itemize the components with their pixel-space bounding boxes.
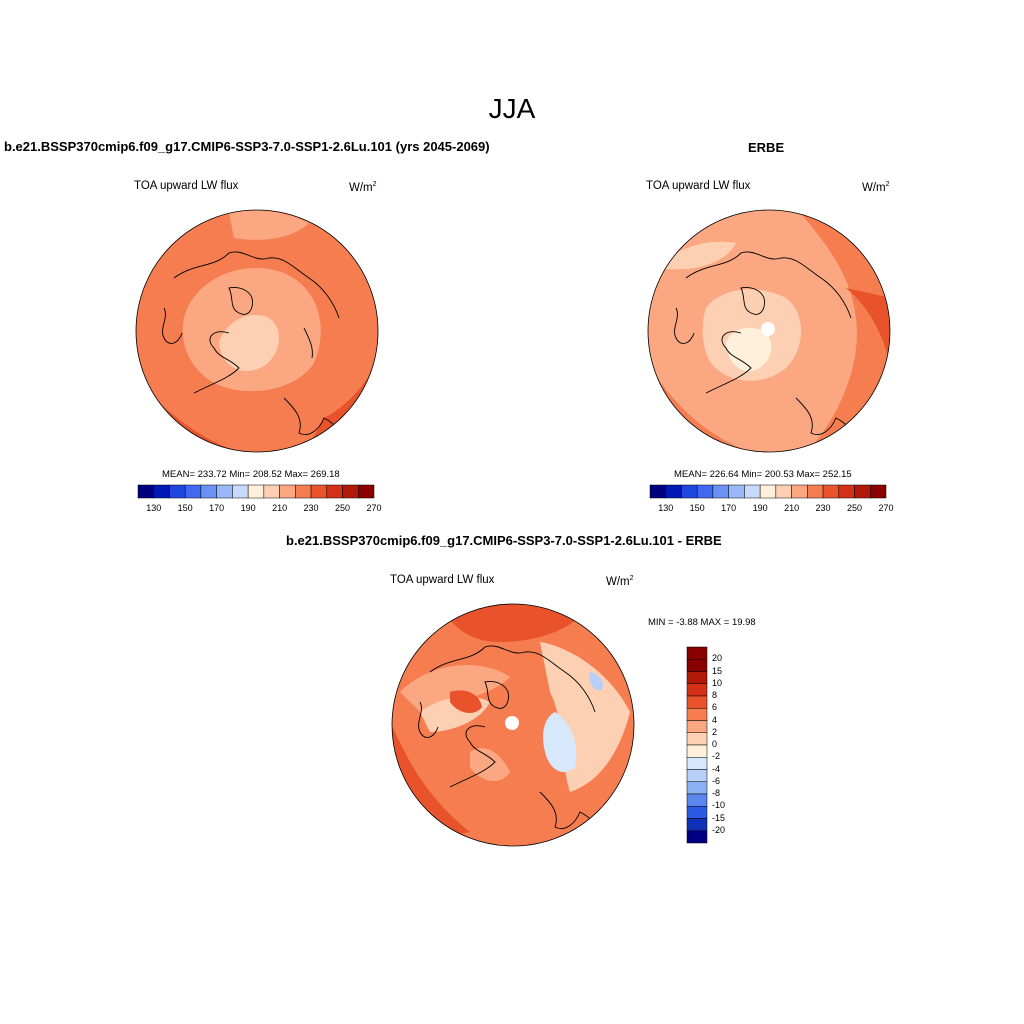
colorbar-level-label: 6 [712, 702, 718, 713]
colorbar-level-label: 4 [712, 714, 718, 725]
colorbar-swatch [686, 646, 708, 660]
panel1-polar-map [135, 209, 379, 453]
colorbar-tick-label: 150 [689, 503, 705, 513]
panel2-title: ERBE [748, 140, 785, 155]
panel2-polar-map [647, 209, 891, 453]
colorbar-level-label: -10 [712, 800, 726, 811]
colorbar-swatch [686, 732, 708, 746]
colorbar-swatch [342, 484, 359, 499]
panel1-title: b.e21.BSSP370cmip6.f09_g17.CMIP6-SSP3-7.… [4, 139, 490, 154]
colorbar-swatch [686, 769, 708, 782]
colorbar-swatch [232, 484, 249, 499]
colorbar-tick-label: 230 [815, 503, 831, 513]
colorbar-swatch [137, 484, 154, 499]
colorbar-swatch [686, 683, 708, 697]
colorbar-level-label: -15 [712, 812, 726, 823]
colorbar-swatch [686, 781, 708, 795]
colorbar-swatch [744, 484, 761, 499]
colorbar-swatch [686, 744, 708, 758]
colorbar-swatch [686, 671, 708, 684]
colorbar-swatch [295, 484, 312, 499]
colorbar-level-label: -20 [712, 824, 726, 835]
colorbar-swatch [263, 484, 280, 499]
panel2-variable-label: TOA upward LW flux [646, 180, 751, 192]
colorbar-tick-label: 130 [658, 503, 674, 513]
colorbar-swatch [807, 484, 824, 499]
panel3-colorbar [686, 646, 708, 844]
panel3-minmax: MIN = -3.88 MAX = 19.98 [648, 617, 756, 628]
panel3-polar-map [391, 603, 635, 847]
colorbar-swatch [686, 757, 708, 770]
colorbar-swatch [665, 484, 682, 499]
colorbar-swatch [686, 695, 708, 709]
colorbar-swatch [310, 484, 328, 499]
panel2-units: W/m2 [862, 181, 890, 194]
colorbar-swatch [838, 484, 855, 499]
colorbar-swatch [681, 484, 698, 499]
colorbar-level-label: -4 [712, 763, 721, 774]
colorbar-swatch [184, 484, 202, 499]
colorbar-swatch [728, 484, 745, 499]
colorbar-tick-label: 130 [146, 503, 162, 513]
colorbar-tick-label: 210 [272, 503, 288, 513]
colorbar-tick-label: 190 [752, 503, 768, 513]
colorbar-swatch [686, 708, 708, 721]
colorbar-level-label: -2 [712, 751, 721, 762]
colorbar-tick-label: 270 [366, 503, 382, 513]
panel1-variable-label: TOA upward LW flux [134, 180, 239, 192]
panel1-stats: MEAN= 233.72 Min= 208.52 Max= 269.18 [162, 469, 340, 480]
colorbar-swatch [358, 484, 375, 499]
colorbar-swatch [791, 484, 808, 499]
panel3-title: b.e21.BSSP370cmip6.f09_g17.CMIP6-SSP3-7.… [286, 533, 722, 548]
colorbar-level-label: 15 [712, 665, 723, 676]
colorbar-swatch [169, 484, 186, 499]
colorbar-level-label: 8 [712, 690, 718, 700]
colorbar-swatch [822, 484, 840, 499]
panel1-units: W/m2 [349, 181, 377, 194]
colorbar-swatch [153, 484, 170, 499]
colorbar-swatch [216, 484, 233, 499]
colorbar-swatch [759, 484, 777, 499]
colorbar-swatch [200, 484, 217, 499]
colorbar-swatch [686, 830, 708, 844]
colorbar-swatch [686, 720, 708, 733]
colorbar-swatch [686, 793, 708, 807]
colorbar-swatch [247, 484, 265, 499]
colorbar-tick-label: 150 [177, 503, 193, 513]
colorbar-swatch [686, 806, 708, 819]
panel1-colorbar [137, 484, 375, 499]
panel2-colorbar [649, 484, 887, 499]
panel3-variable-label: TOA upward LW flux [390, 574, 495, 586]
colorbar-swatch [712, 484, 729, 499]
colorbar-tick-label: 250 [335, 503, 351, 513]
colorbar-swatch [775, 484, 792, 499]
colorbar-tick-label: 250 [847, 503, 863, 513]
colorbar-tick-label: 170 [209, 503, 225, 513]
colorbar-tick-label: 270 [878, 503, 894, 513]
colorbar-swatch [279, 484, 296, 499]
main-title: JJA [488, 93, 536, 124]
colorbar-tick-label: 170 [721, 503, 737, 513]
colorbar-swatch [649, 484, 666, 499]
colorbar-tick-label: 230 [303, 503, 319, 513]
colorbar-tick-label: 190 [240, 503, 256, 513]
colorbar-level-label: 20 [712, 653, 723, 664]
colorbar-level-label: 10 [712, 677, 723, 688]
colorbar-level-label: -6 [712, 775, 721, 786]
colorbar-swatch [326, 484, 343, 499]
colorbar-tick-label: 210 [784, 503, 800, 513]
colorbar-swatch [686, 818, 708, 831]
colorbar-swatch [686, 659, 708, 672]
colorbar-swatch [696, 484, 714, 499]
colorbar-level-label: -8 [712, 788, 721, 798]
colorbar-swatch [870, 484, 887, 499]
colorbar-level-label: 2 [712, 726, 718, 737]
colorbar-swatch [854, 484, 871, 499]
panel2-stats: MEAN= 226.64 Min= 200.53 Max= 252.15 [674, 469, 852, 480]
panel3-units: W/m2 [606, 575, 634, 588]
colorbar-level-label: 0 [712, 739, 718, 749]
